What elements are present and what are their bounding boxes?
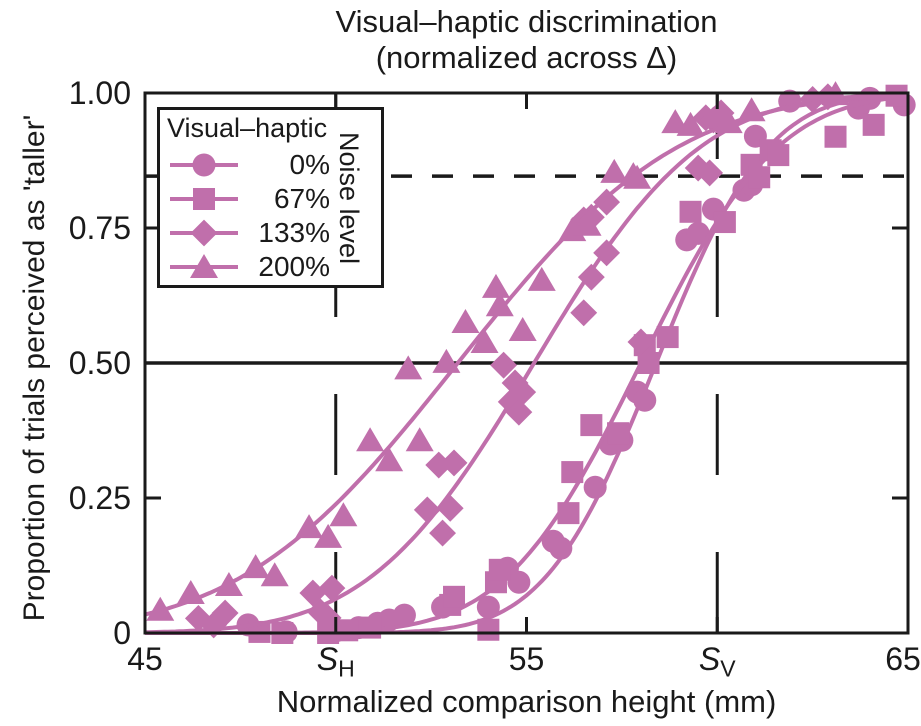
y-tick-label-1.00: 1.00 — [68, 75, 131, 111]
plot-frame — [143, 91, 910, 635]
chart-title-line1: Visual–haptic discrimination — [335, 4, 718, 39]
chart-title: Visual–haptic discrimination (normalized… — [145, 4, 908, 76]
legend-rows: 0% 67% 133% 200% — [168, 148, 330, 284]
standard-symbol: S — [698, 641, 721, 677]
y-tick-label-0.25: 0.25 — [68, 480, 131, 516]
triangle-marker-sample — [170, 254, 238, 278]
legend-side-label: Noise level — [334, 131, 364, 265]
x-tick-label-55: 55 — [508, 641, 545, 677]
legend-entry-0pct: 0% — [168, 148, 330, 182]
legend-entry-67pct: 67% — [168, 182, 330, 216]
square-marker-sample — [170, 188, 238, 210]
x-tick-label-SH: SH — [276, 642, 396, 685]
y-tick-label-0: 0 — [113, 615, 131, 651]
legend-entry-133pct: 133% — [168, 216, 330, 250]
legend-entry-label: 133% — [258, 217, 330, 248]
circle-marker-sample — [170, 153, 238, 177]
fit-curve-200pct — [144, 93, 909, 617]
legend-entry-200pct: 200% — [168, 250, 330, 284]
legend: Visual–haptic 0% 67% 133% 200% Noise level — [157, 107, 384, 288]
standard-symbol-sub: H — [338, 655, 355, 682]
legend-title: Visual–haptic — [167, 113, 328, 143]
x-axis-title: Normalized comparison height (mm) — [276, 684, 777, 719]
x-tick-label-45: 45 — [127, 641, 163, 677]
legend-entry-label: 0% — [289, 149, 330, 180]
standard-symbol: S — [316, 641, 339, 677]
chart-title-line2: (normalized across Δ) — [375, 40, 678, 75]
y-tick-label-0.75: 0.75 — [68, 210, 131, 246]
x-tick-label-SV: SV — [657, 642, 777, 685]
y-tick-label-0.50: 0.50 — [68, 345, 131, 381]
legend-entry-label: 67% — [273, 183, 330, 214]
diamond-marker-sample — [170, 219, 238, 247]
legend-entry-label: 200% — [258, 251, 330, 282]
x-tick-label-65: 65 — [885, 641, 921, 677]
plot-area — [143, 81, 916, 644]
series-200pct — [144, 81, 909, 621]
standard-symbol-sub: V — [720, 655, 736, 682]
